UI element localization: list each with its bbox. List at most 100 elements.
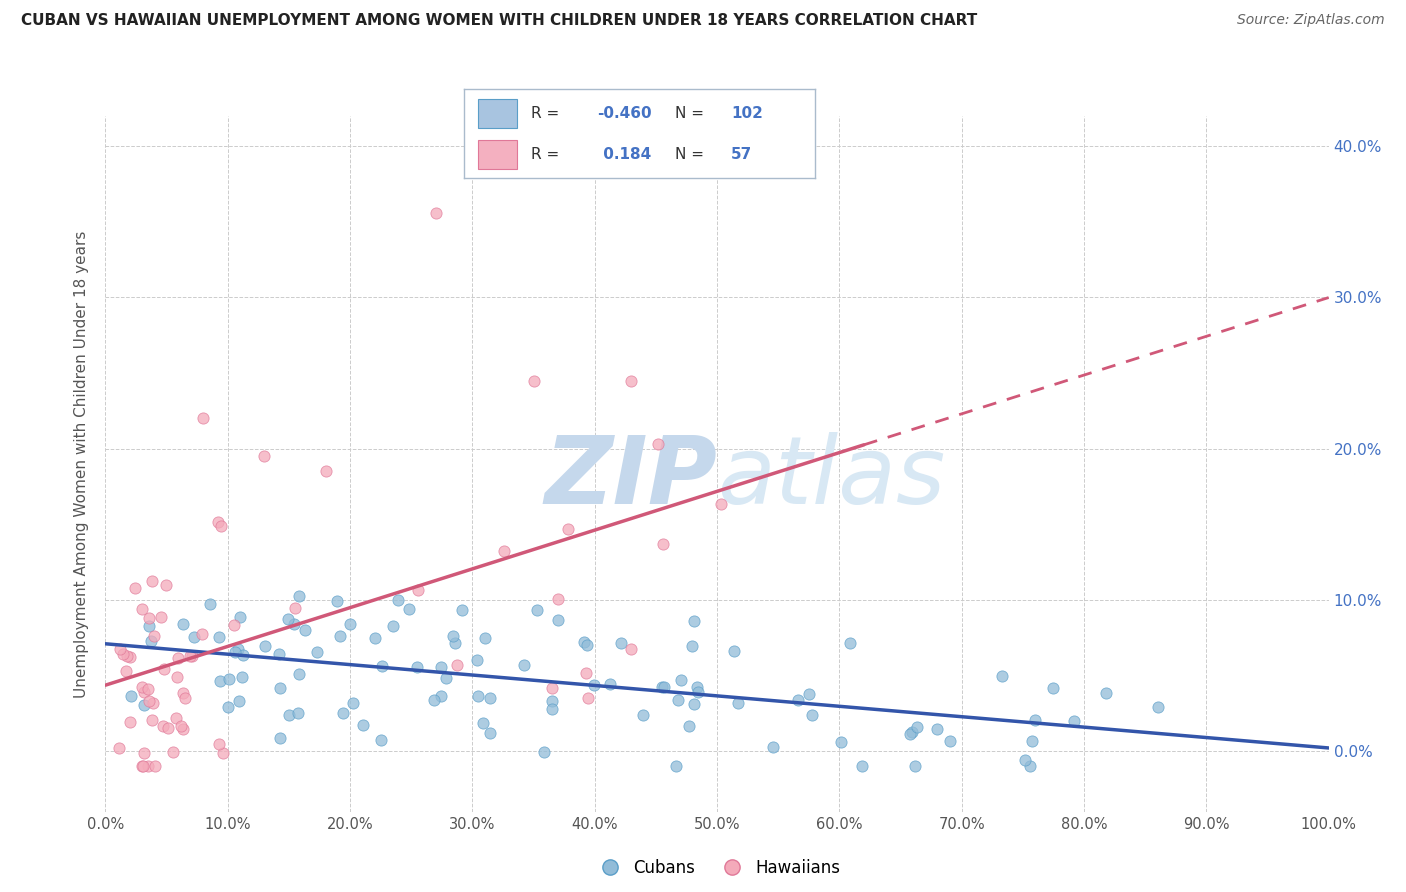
Point bbox=[1147, 699, 1170, 714]
Point bbox=[326, 593, 349, 607]
Point bbox=[353, 717, 375, 731]
Point bbox=[904, 759, 927, 773]
Point bbox=[170, 719, 193, 733]
Point bbox=[905, 720, 928, 734]
Point bbox=[382, 619, 405, 633]
Point bbox=[228, 693, 250, 707]
Point bbox=[576, 691, 599, 706]
Point bbox=[143, 759, 166, 773]
Point bbox=[370, 733, 392, 747]
Point bbox=[406, 582, 429, 597]
Point bbox=[434, 671, 457, 685]
Point bbox=[651, 537, 673, 551]
Point bbox=[547, 591, 569, 606]
Point bbox=[165, 710, 187, 724]
Point bbox=[444, 636, 467, 650]
Point bbox=[599, 677, 621, 691]
Point bbox=[124, 582, 146, 596]
Point bbox=[898, 727, 921, 741]
Point bbox=[467, 689, 489, 703]
Point bbox=[277, 707, 299, 722]
Text: N =: N = bbox=[675, 147, 704, 161]
Point bbox=[830, 735, 852, 749]
Point bbox=[620, 374, 643, 388]
Point bbox=[232, 648, 254, 663]
Point bbox=[465, 653, 488, 667]
Point bbox=[710, 497, 733, 511]
Point bbox=[315, 464, 337, 478]
Point bbox=[610, 636, 633, 650]
Point bbox=[283, 616, 305, 631]
Text: ZIP: ZIP bbox=[544, 432, 717, 524]
Point bbox=[1024, 714, 1046, 728]
Point bbox=[787, 692, 810, 706]
Point bbox=[991, 669, 1014, 683]
Point bbox=[153, 662, 176, 676]
Point bbox=[132, 759, 155, 773]
Point bbox=[406, 659, 429, 673]
Point bbox=[294, 623, 316, 637]
Point bbox=[801, 708, 824, 723]
Point bbox=[727, 696, 749, 710]
Point bbox=[131, 602, 153, 616]
Point bbox=[1014, 753, 1036, 767]
Point bbox=[224, 644, 246, 658]
FancyBboxPatch shape bbox=[478, 99, 517, 128]
Point bbox=[513, 657, 536, 672]
Text: 57: 57 bbox=[731, 147, 752, 161]
Point bbox=[683, 615, 706, 629]
Point bbox=[269, 681, 291, 695]
FancyBboxPatch shape bbox=[478, 140, 517, 169]
Text: Source: ZipAtlas.com: Source: ZipAtlas.com bbox=[1237, 13, 1385, 28]
Point bbox=[287, 667, 309, 681]
Point bbox=[111, 647, 134, 661]
Text: atlas: atlas bbox=[717, 433, 945, 524]
Y-axis label: Unemployment Among Women with Children Under 18 years: Unemployment Among Women with Children U… bbox=[75, 230, 90, 698]
Point bbox=[522, 374, 544, 388]
Text: N =: N = bbox=[675, 106, 704, 120]
Point bbox=[371, 659, 394, 673]
Text: -0.460: -0.460 bbox=[598, 106, 652, 120]
Point bbox=[143, 629, 166, 643]
Point bbox=[138, 693, 160, 707]
Point bbox=[339, 616, 361, 631]
Point bbox=[838, 636, 860, 650]
Point bbox=[851, 759, 873, 773]
Point bbox=[136, 759, 159, 773]
Point bbox=[172, 686, 194, 700]
Point bbox=[422, 692, 444, 706]
Point bbox=[134, 698, 156, 713]
Point bbox=[253, 450, 276, 464]
Point bbox=[329, 628, 352, 642]
Point bbox=[575, 638, 598, 652]
Point bbox=[181, 648, 204, 663]
Point bbox=[479, 691, 502, 706]
Point bbox=[686, 685, 709, 699]
Point bbox=[342, 696, 364, 710]
Point bbox=[398, 602, 420, 616]
Point bbox=[174, 691, 197, 706]
Point bbox=[669, 673, 692, 688]
Point bbox=[198, 597, 221, 611]
Point bbox=[166, 671, 188, 685]
Text: 102: 102 bbox=[731, 106, 763, 120]
Point bbox=[136, 681, 159, 696]
Point bbox=[939, 734, 962, 748]
Point bbox=[108, 740, 131, 755]
Point bbox=[557, 522, 579, 536]
Point bbox=[441, 629, 464, 643]
Point bbox=[1018, 759, 1040, 773]
Point bbox=[131, 680, 153, 694]
Point bbox=[120, 689, 142, 703]
Point bbox=[541, 693, 564, 707]
Point bbox=[156, 721, 179, 735]
Point bbox=[547, 613, 569, 627]
Point bbox=[288, 589, 311, 603]
Point bbox=[1042, 681, 1064, 696]
Point bbox=[665, 759, 688, 773]
Point bbox=[681, 639, 703, 653]
Text: 0.184: 0.184 bbox=[598, 147, 651, 161]
Point bbox=[117, 649, 139, 664]
Point bbox=[217, 700, 239, 714]
Point bbox=[901, 724, 924, 739]
